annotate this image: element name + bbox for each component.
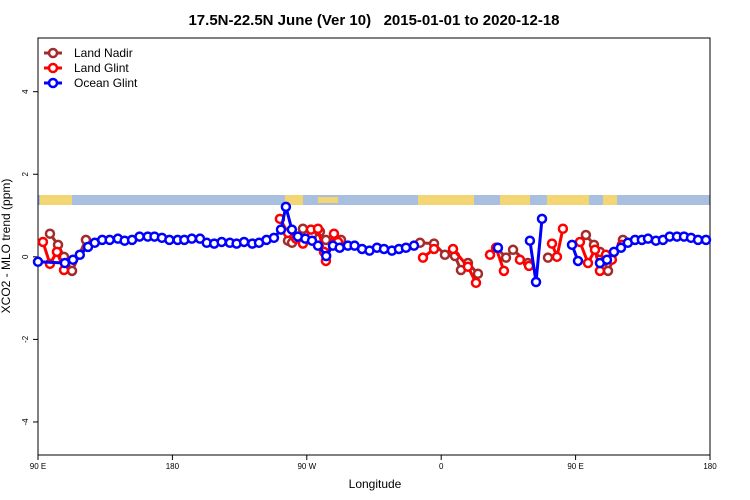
data-point: [297, 223, 309, 234]
land-band: [547, 195, 589, 205]
data-point: [280, 201, 292, 213]
data-point: [551, 251, 563, 263]
legend-marker: [47, 77, 59, 89]
x-tick-label: 90 W: [297, 462, 316, 471]
legend-marker: [47, 47, 59, 59]
data-point: [542, 252, 554, 263]
land-band: [40, 195, 72, 205]
data-point: [492, 242, 504, 253]
data-point: [462, 261, 474, 272]
land-ocean-strip: [38, 195, 710, 205]
data-point: [572, 255, 584, 267]
data-point: [238, 236, 250, 248]
x-tick-label: 180: [166, 462, 180, 471]
data-point: [500, 252, 512, 263]
data-point: [74, 249, 86, 261]
data-point: [275, 224, 287, 235]
legend-label: Land Nadir: [74, 46, 133, 60]
data-point: [507, 244, 519, 256]
x-tick-label: 0: [439, 462, 444, 471]
data-point: [530, 276, 542, 288]
y-tick-label: 2: [21, 171, 30, 176]
x-tick-label: 90 E: [30, 462, 46, 471]
land-band: [285, 195, 303, 205]
data-point: [447, 243, 459, 255]
data-point: [408, 240, 420, 251]
data-point: [104, 234, 115, 246]
land-band: [500, 195, 530, 205]
y-tick-label: -4: [21, 418, 30, 426]
data-point: [589, 244, 601, 256]
data-point: [602, 265, 614, 277]
chart-title: 17.5N-22.5N June (Ver 10) 2015-01-01 to …: [188, 12, 559, 29]
data-point: [417, 252, 429, 263]
data-point: [268, 232, 280, 244]
data-point: [67, 254, 79, 265]
legend-label: Ocean Glint: [74, 76, 138, 90]
y-tick-label: 0: [21, 254, 30, 259]
data-point: [134, 231, 145, 242]
data-point: [566, 239, 578, 251]
data-point: [601, 254, 613, 265]
data-point: [536, 213, 548, 225]
series: [32, 201, 712, 288]
data-point: [428, 243, 440, 255]
x-tick-label: 180: [703, 462, 717, 471]
legend-label: Land Glint: [74, 61, 129, 75]
land-band: [603, 195, 617, 205]
data-point: [546, 238, 558, 249]
data-point: [524, 235, 536, 246]
ocean-band: [38, 195, 710, 205]
plot-frame: [37, 37, 711, 456]
data-point: [32, 256, 44, 268]
x-tick-label: 90 E: [567, 462, 583, 471]
data-point: [580, 229, 592, 241]
data-point: [514, 254, 526, 265]
legend-marker: [47, 62, 59, 74]
data-point: [216, 236, 227, 248]
x-axis-label: Longitude: [349, 477, 402, 491]
data-point: [439, 249, 451, 261]
land-band: [418, 195, 474, 205]
data-point: [582, 257, 594, 269]
data-point: [51, 246, 63, 258]
data-point: [164, 234, 175, 246]
data-point: [615, 242, 627, 253]
data-point: [312, 223, 324, 234]
data-point: [37, 236, 49, 248]
data-point: [186, 233, 198, 244]
data-point: [484, 249, 496, 261]
data-point: [557, 223, 569, 234]
data-point: [328, 228, 340, 239]
data-point: [400, 242, 412, 253]
y-axis-label: XCO2 - MLO trend (ppm): [0, 179, 13, 314]
y-tick-label: -2: [21, 335, 30, 343]
data-point: [470, 277, 482, 289]
data-point: [286, 224, 298, 235]
data-point: [66, 265, 78, 277]
data-point: [59, 257, 71, 269]
data-point: [44, 228, 56, 239]
data-point: [700, 234, 712, 246]
y-tick-label: 4: [21, 89, 30, 94]
land-band: [318, 197, 338, 203]
data-point: [334, 242, 345, 253]
data-point: [472, 268, 484, 279]
data-point: [498, 265, 510, 277]
data-point: [312, 240, 324, 251]
data-point: [320, 250, 332, 262]
